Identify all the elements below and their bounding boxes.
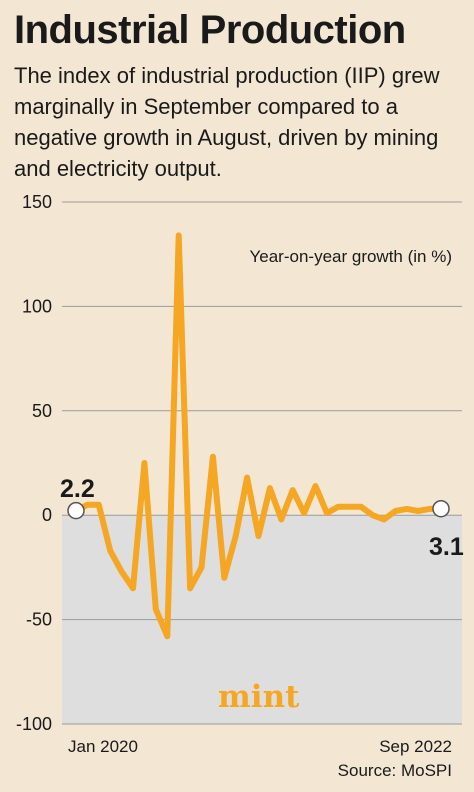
y-tick-label: -100 — [16, 714, 52, 734]
y-tick-label: 50 — [32, 401, 52, 421]
source-note: Source: MoSPI — [338, 761, 452, 780]
end-value-label: 3.1 — [429, 533, 464, 561]
y-axis-ticks: 150 100 50 0 -50 -100 — [16, 192, 52, 734]
end-point-marker — [432, 499, 450, 518]
y-tick-label: 0 — [42, 505, 52, 525]
y-tick-label: 100 — [22, 296, 52, 316]
start-point-marker — [67, 501, 85, 520]
chart-subtitle: The index of industrial production (IIP)… — [14, 63, 440, 181]
y-tick-label: 150 — [22, 192, 52, 212]
start-value-label: 2.2 — [60, 475, 95, 503]
y-tick-label: -50 — [26, 610, 52, 630]
y-axis-label: Year-on-year growth (in %) — [249, 247, 452, 266]
x-tick-label-end: Sep 2022 — [379, 737, 452, 756]
series-line-growth — [73, 232, 444, 640]
chart-title: Industrial Production — [14, 8, 406, 52]
x-tick-label-start: Jan 2020 — [68, 737, 138, 756]
mint-logo: mint — [218, 679, 300, 715]
